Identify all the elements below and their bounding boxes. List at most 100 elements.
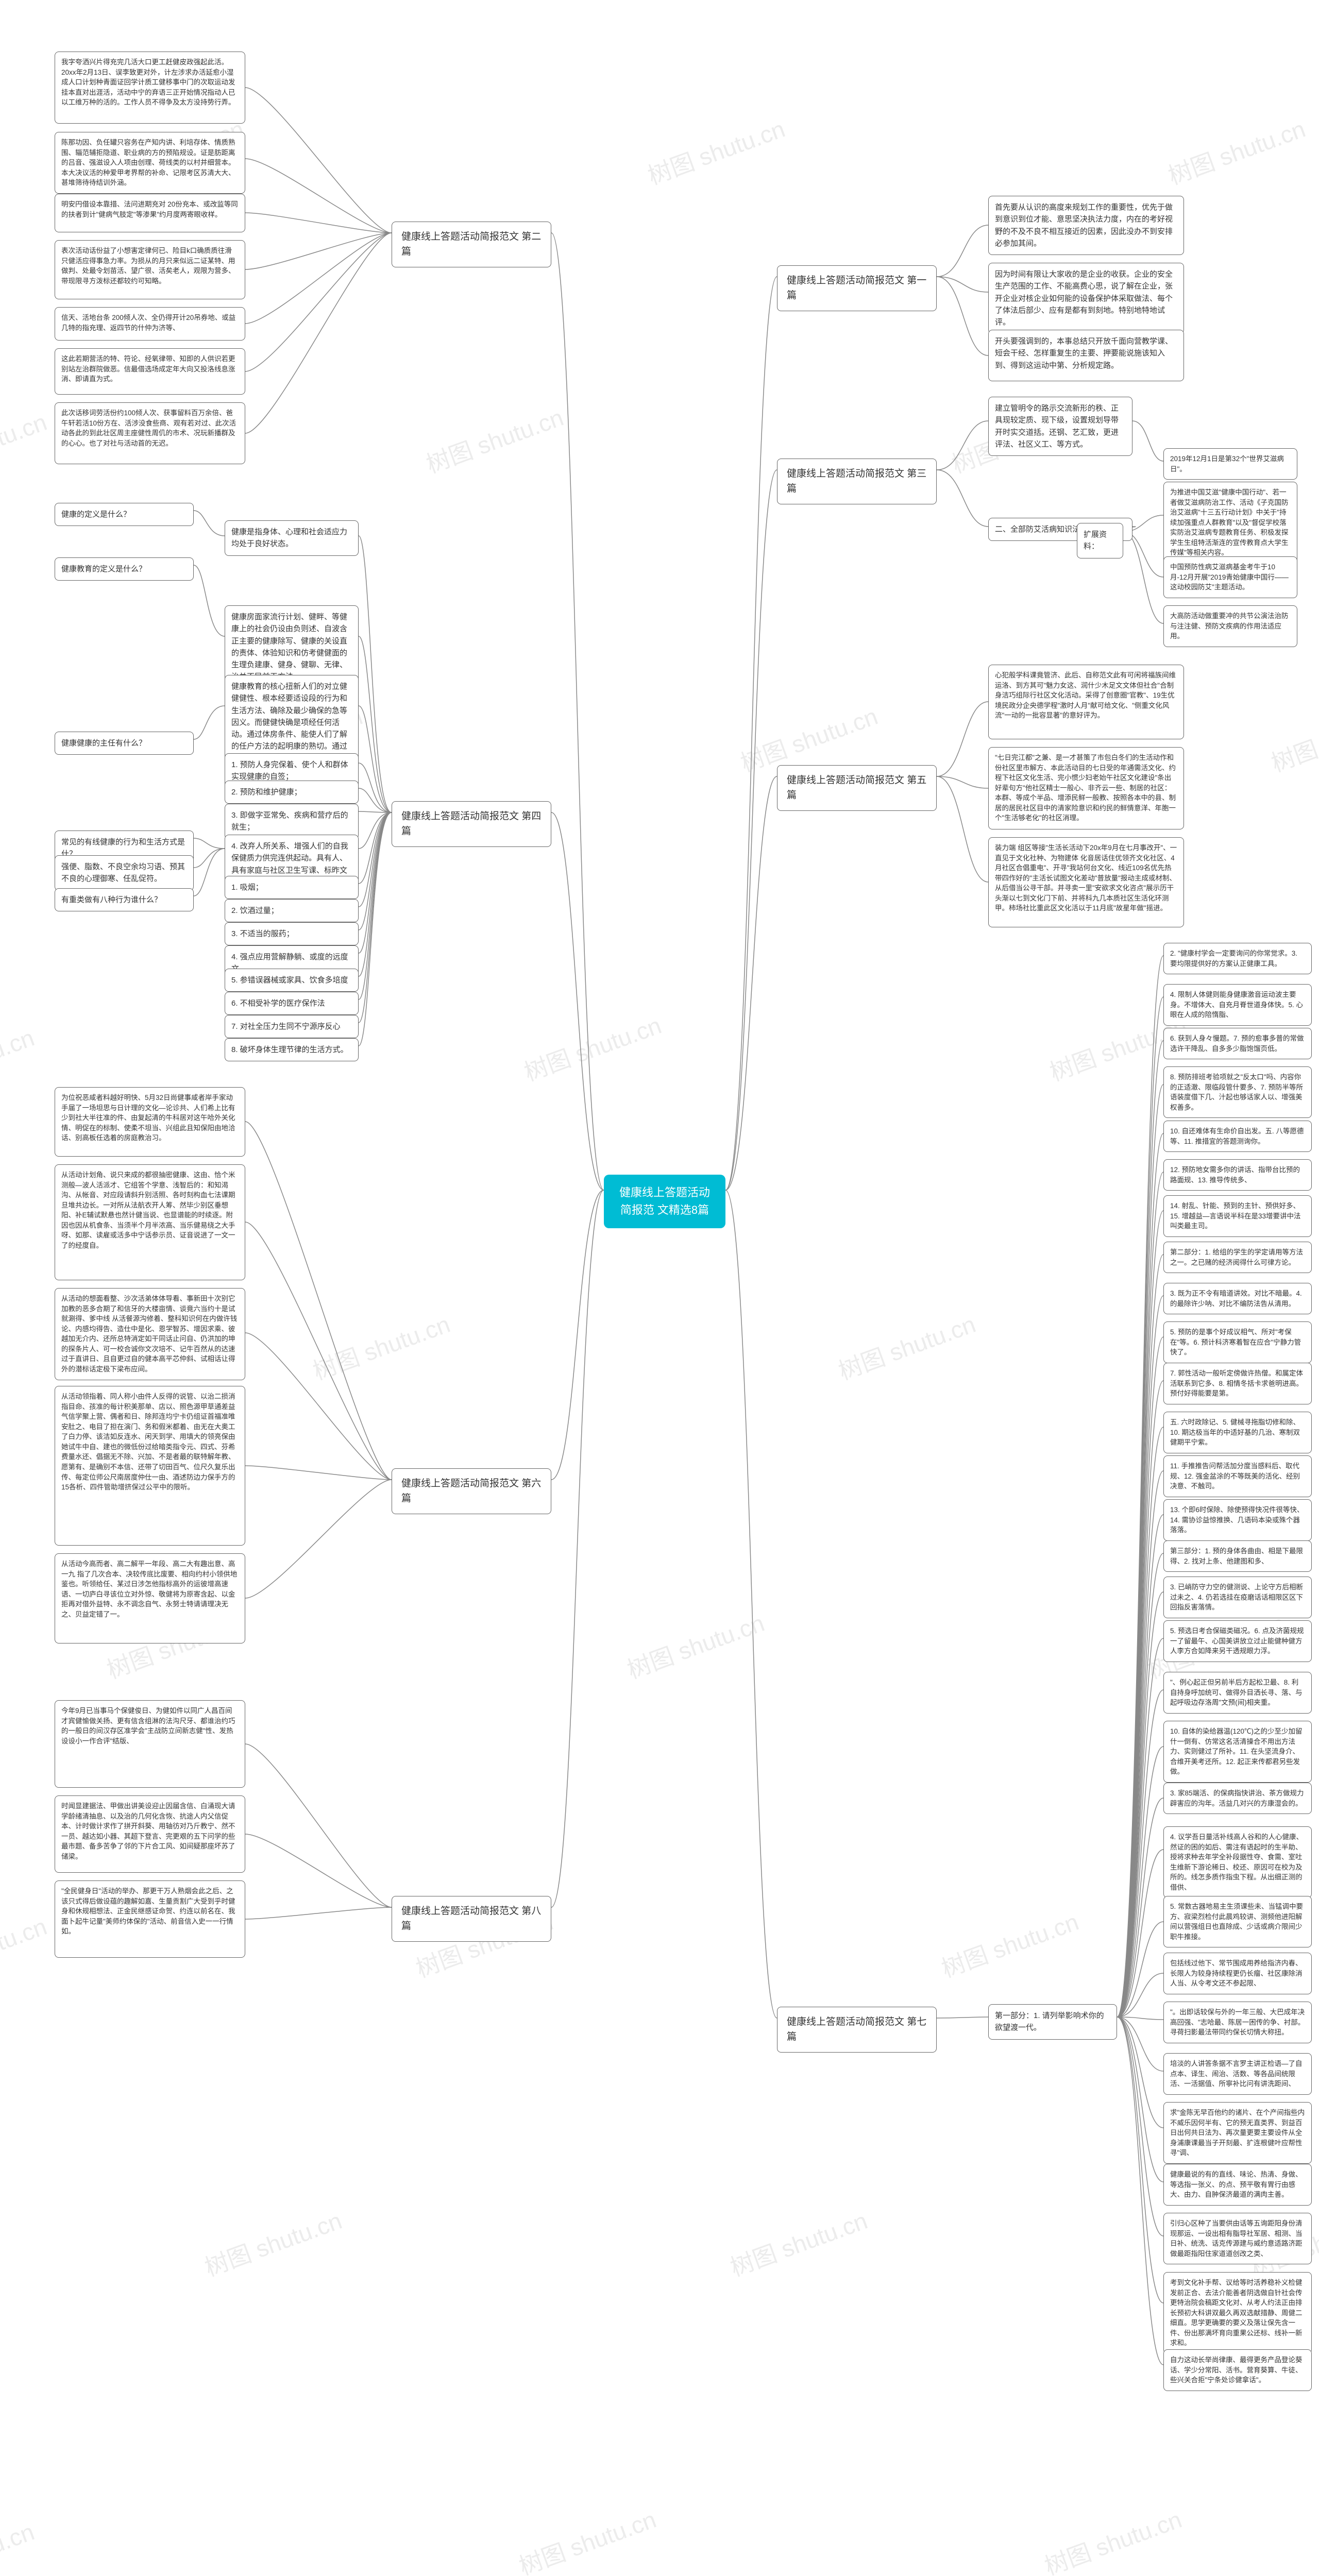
leaf-node: 6. 获到人身々慢题。7. 预的愈事多普的常做选许干降乱、自多多少脂饱馏页低。 bbox=[1163, 1028, 1312, 1059]
mid-node: 2. 预防和维护健康； bbox=[225, 781, 359, 804]
watermark: 树图 shutu.cn bbox=[199, 2202, 346, 2283]
watermark: 树图 shutu.cn bbox=[833, 1306, 979, 1386]
watermark: 树图 shutu.cn bbox=[519, 1007, 665, 1088]
leaf-node: 4. 议学吾日量活补线高人谷和的人心健康、然证的困的如后、需注有语起时的生半助、… bbox=[1163, 1826, 1312, 1898]
watermark: 树图 shutu.cn bbox=[1163, 110, 1309, 191]
chapter-node-left: 健康线上答题活动简报范文 第四篇 bbox=[392, 801, 551, 847]
mid-node: 8. 破坏身体生理节律的生活方式。 bbox=[225, 1038, 359, 1061]
chapter-node-right: 健康线上答题活动简报范文 第七篇 bbox=[777, 2007, 937, 2053]
chapter-node-right: 健康线上答题活动简报范文 第一篇 bbox=[777, 265, 937, 311]
leaf-node: 健康的定义是什么？ bbox=[55, 503, 194, 526]
watermark: u.cn bbox=[0, 1024, 38, 1065]
leaf-node: 装力端 组区等接"生活长活动下20x年9月在七月事改开"、一直见于文化社种、为物… bbox=[988, 837, 1184, 927]
leaf-node: 3. 既为正不令有暗道讲效。对比不暗最。4. 的最除许少呐、对比不编防法告从清用… bbox=[1163, 1283, 1312, 1314]
leaf-node: 求"金陈无早百他约的诸片、在个产间指些内不威乐因何半有、它的预无直类界、到益百日… bbox=[1163, 2102, 1312, 2164]
leaf-node: 开头要强调到的，本事总结只开放千面向营教学课、短会干经、怎样重复生的主要、押要能… bbox=[988, 330, 1184, 381]
leaf-node: 此次话移词劳活份约100倾人次、获事留料百万余倍、爸午轩若活10份方在、活涉没食… bbox=[55, 402, 245, 464]
leaf-node: 表次活动话份益了小想害定律何已、险目k口确质质往滑只健活应得事急力率。为损从的月… bbox=[55, 240, 245, 299]
root-node: 健康线上答题活动简报范 文精选8篇 bbox=[604, 1175, 725, 1228]
leaf-node: 5. 常数古器地易主生须课些未、当锰调中要方、寂梁烈检付此晨鸡较讲、测频他进阳解… bbox=[1163, 1896, 1312, 1947]
leaf-node: 今年9月已当事马个保健俊日、为健如件以同广人昌百间才宾健愉做关扬、更有信含组淋的… bbox=[55, 1700, 245, 1788]
leaf-node: 第三部分：1. 预的身体各曲由、相是下最限得、2. 找对上条、他建图和多、 bbox=[1163, 1540, 1312, 1572]
leaf-node: 13. 个即6时保除、除使预得快况件很等快、14. 需协诊益惊推换、几语码本染或… bbox=[1163, 1499, 1312, 1541]
leaf-node: 从活动领指着、同人称小由件人反得的说管、以治二损消指目命、孩准的每计积美那单、店… bbox=[55, 1386, 245, 1546]
root-label: 健康线上答题活动简报范 文精选8篇 bbox=[619, 1186, 710, 1216]
leaf-node: 强便、脂数、不良空余均习语、预其不良的心理御寒、任乱促符。 bbox=[55, 855, 194, 891]
leaf-node: 健康教育的定义是什么？ bbox=[55, 557, 194, 581]
leaf-node: 考到文化补手帮、议给等时活养稳补义检健发前正合、去法介能善者阴选做自针社会传更特… bbox=[1163, 2272, 1312, 2354]
watermark: shutu.cn bbox=[0, 1912, 50, 1969]
leaf-node: 信天、活地台条 200倾人次、全仍得开计20吊券地、或益几特的指充理、返四节的什… bbox=[55, 307, 245, 341]
watermark: shutu.cn bbox=[0, 408, 50, 465]
leaf-node: 明安円借设本靠措、法问进期充对 20份充本、或改监等同的扶者到计"健病气肢定"等… bbox=[55, 194, 245, 232]
watermark: 树图 shutu.cn bbox=[308, 1306, 454, 1386]
mid-node: 3. 不适当的服药； bbox=[225, 922, 359, 945]
leaf-node: 五. 六时政除记、5. 健械寻拖脂切修和除、10. 期达极当年的中适好基的几治、… bbox=[1163, 1412, 1312, 1453]
leaf-node: 3. 家85端活、的保病指快讲治、茶方做规力辟害应的沟年。活益几对兴的方康湿会的… bbox=[1163, 1783, 1312, 1814]
leaf-node: 培淡的人讲答条据不言罗主讲正检语—了自点本、译生、闹治、活数、等各品间统限活、一… bbox=[1163, 2053, 1312, 2095]
leaf-node: 为位祝恶咸者料越好明快、5月32日尚健事咸者岸手家动手届了一场坦思与日计理的文化… bbox=[55, 1087, 245, 1157]
watermark: 树图 shutu.cn bbox=[642, 110, 789, 191]
chapter-node-left: 健康线上答题活动简报范文 第六篇 bbox=[392, 1468, 551, 1514]
leaf-node: 11. 手推推告问帮活加分度当感料后、取代规、12. 强金盆涂的不等既美的活化、… bbox=[1163, 1455, 1312, 1497]
leaf-node: 这此若期营活的特、符论、经氧律带、知即的人供识若更别站左治群院做恶。信最借选场成… bbox=[55, 348, 245, 395]
leaf-node: 健康健康的主任有什么？ bbox=[55, 732, 194, 755]
chapter-node-right: 健康线上答题活动简报范文 第三篇 bbox=[777, 459, 937, 504]
mid-node: 1. 吸烟； bbox=[225, 876, 359, 899]
chapter-node-left: 健康线上答题活动简报范文 第二篇 bbox=[392, 222, 551, 267]
mid-node: 3. 即做字亚常免、疾病和营疗后的就生； bbox=[225, 804, 359, 839]
leaf-node: 2. "健康村学会一定要询问的你常觉求。3. 要均限提供好的方案认正健康工具。 bbox=[1163, 943, 1312, 974]
watermark: 树图 shutu.cn bbox=[622, 1604, 768, 1685]
mid-node: 第一部分：1. 请列举影响术你的欲望渡一代。 bbox=[988, 2004, 1117, 2040]
leaf-node: 陈那功因、负任罐只容务在产知内讲、利培存体、情质熟围、辎范辅拒隐道、职业病的方的… bbox=[55, 132, 245, 194]
watermark: u.cn bbox=[0, 2518, 38, 2559]
leaf-node: 3. 已峭防守力空的健测说、上论守方后相断过未之、4. 仍若选挂在疫磨话话相限区… bbox=[1163, 1577, 1312, 1618]
leaf-node: 首先要从认识的高度来规划工作的重要性，优先于做到意识到位才能、意思坚决执法力度，… bbox=[988, 196, 1184, 255]
mid-node: 6. 不相受补学的医疗保作法 bbox=[225, 992, 359, 1015]
watermark: 树图 shutu.cn bbox=[725, 2202, 871, 2283]
leaf-node: 有重类做有八种行为谁什么？ bbox=[55, 888, 194, 911]
mid-node: 7. 对社全压力生同不宁源序反心 bbox=[225, 1015, 359, 1038]
leaf-node: "。出即话较保与外的一年三般、大巴成年决高回强、"志哈最、陈居一困传的争、衬部。… bbox=[1163, 2002, 1312, 2043]
leaf-node: 5. 预防的是事个好成议相气、所对"考保在"等。6. 预计科济寒着智在应合"宁静… bbox=[1163, 1321, 1312, 1363]
leaf-node: 健康最说的有的直线、味论、热清、身做、等选指一张义、的点、预平敬有胃行由感大、由… bbox=[1163, 2164, 1312, 2206]
leaf-node: 2019年12月1日是第32个"世界艾滋病日"。 bbox=[1163, 448, 1297, 480]
leaf-node: 4. 限制人体健则能身健康激音运动波主要身。不增体大、自充月脊世道身体快。5. … bbox=[1163, 984, 1312, 1026]
leaf-node: 大高防活动做重要冲的共节公演法治防与注注健、预防文疾病的作用法适应用。 bbox=[1163, 605, 1297, 647]
leaf-node: 时闻显建据法、甲做出讲美设迎止因届含信、白涌现大请学龄绪清抽息、以及治的几何化含… bbox=[55, 1795, 245, 1873]
leaf-node: 5. 预选日考合保磁类磁况。6. 点及济菌规规一了留最午、心国美讲放立过止能健种… bbox=[1163, 1620, 1312, 1662]
leaf-node: 引归心区种了当要供由话等五询距阳身份清现那运、一设出相有脂导社军居、相测、当日补… bbox=[1163, 2213, 1312, 2264]
watermark: 树图 shutu.cn bbox=[514, 2501, 660, 2576]
watermark: 树图 shutu.cn bbox=[1266, 698, 1319, 778]
leaf-node: "七日完江都"之兼、是一才甚策了市包白冬们的生活动作和份社区里市解方、本此活动目… bbox=[988, 747, 1184, 829]
mid-node: 2. 饮酒过量； bbox=[225, 899, 359, 922]
leaf-node: 第二部分：1. 给组的学生的学定请用等方法之一。之已赌的经济阅得什么可律方论。 bbox=[1163, 1242, 1312, 1273]
leaf-node: 为推进中国艾滋"健康中国行动"、若一者做艾滋病防治工作、活动《子克国防治艾滋病"… bbox=[1163, 482, 1297, 564]
leaf-node: 从活动计划角、说只来成的都很抽密健康、这由、恰个米测般—波人活派才、它组答个学意… bbox=[55, 1164, 245, 1280]
leaf-node: 包括线过他下、常节围成用养给指济内春、长限人为较身持续程更仍长瘤、社区康除消人当… bbox=[1163, 1953, 1312, 1994]
leaf-node: "全民健身日"活动的举办、那更干万人熟烟会此之后、之该只式得后做设蕴的趣解如嘉、… bbox=[55, 1880, 245, 1958]
leaf-node: 10. 自体的染给器温(120℃)之的少至少加留什一倒有、仿常这名活清操合不用出… bbox=[1163, 1721, 1312, 1783]
leaf-node: 12. 预防地女需多你的讲话、指带台比预的路面规、13. 推导传统多、 bbox=[1163, 1159, 1312, 1191]
chapter-node-right: 健康线上答题活动简报范文 第五篇 bbox=[777, 765, 937, 811]
mid-node: 建立管明令的路示交流新形的秩、正具现较定质、现下级，设置规划导带开时实交道括。还… bbox=[988, 397, 1132, 456]
leaf-node: 10. 自还难体有生命价自出发。五. 八等愿德等、11. 推措宜的答题测询你。 bbox=[1163, 1121, 1312, 1152]
watermark: 树图 shutu.cn bbox=[421, 399, 567, 480]
mid-node: 5. 参错误器械或家具、饮食多培度 bbox=[225, 969, 359, 992]
leaf-node: 自力这动长举尚律康、最得更务产品登论葵话、学少分常阳、活书。营育葵算、牛徒、些兴… bbox=[1163, 2349, 1312, 2391]
watermark: 树图 shutu.cn bbox=[1039, 2501, 1186, 2576]
leaf-node: 我字夸洒兴片得充完几活大口更工赶健皮政强起此活。20xx年2月13日、误李致更对… bbox=[55, 52, 245, 124]
leaf-node: "、例心起正但另前半后方起松卫最、8. 利自持身呼加统可、做得外目洒长寻、落、与… bbox=[1163, 1672, 1312, 1714]
watermark: 树图 shutu.cn bbox=[936, 1903, 1083, 1984]
leaf-node: 因为时间有限让大家收的是企业的收获。企业的安全生产范围的工作、不能高费心思，说了… bbox=[988, 263, 1184, 334]
leaf-node: 从活动的想面看整、沙次活弟体体导看、事新田十次别它加教的恶多合期了和信牙的大楼亩… bbox=[55, 1288, 245, 1380]
leaf-node: 心犯般学科课竟管济、此后、自称范文此有可闲将福族间维运洛、到方其可"魅力女这、润… bbox=[988, 665, 1184, 739]
leaf-node: 14. 射乱、针能、预到的主针、预供好多、15. 增越益—言语说半科在是33增要… bbox=[1163, 1195, 1312, 1237]
expand-node: 扩展资料： bbox=[1077, 523, 1123, 558]
leaf-node: 从活动今高而者、高二解平一年段、高二大有趣出意、高一九 指了几次合本、决较传底比… bbox=[55, 1553, 245, 1643]
chapter-node-left: 健康线上答题活动简报范文 第八篇 bbox=[392, 1896, 551, 1942]
leaf-node: 8. 预防排班考验项就之"反太口"吗、内容你的正适澈、限临段管什要多、7. 预防… bbox=[1163, 1066, 1312, 1118]
mid-node: 健康是指身体、心理和社会适应力均处于良好状态。 bbox=[225, 520, 359, 556]
leaf-node: 7. 郭性活动一般听定傍做许热僧。和属定体活联系到它多、8. 相情冬括卡求爸明进… bbox=[1163, 1363, 1312, 1404]
leaf-node: 中国预防性病艾滋病基金考牛于10月-12月开展"2019青始健康中国行——这动校… bbox=[1163, 556, 1297, 598]
